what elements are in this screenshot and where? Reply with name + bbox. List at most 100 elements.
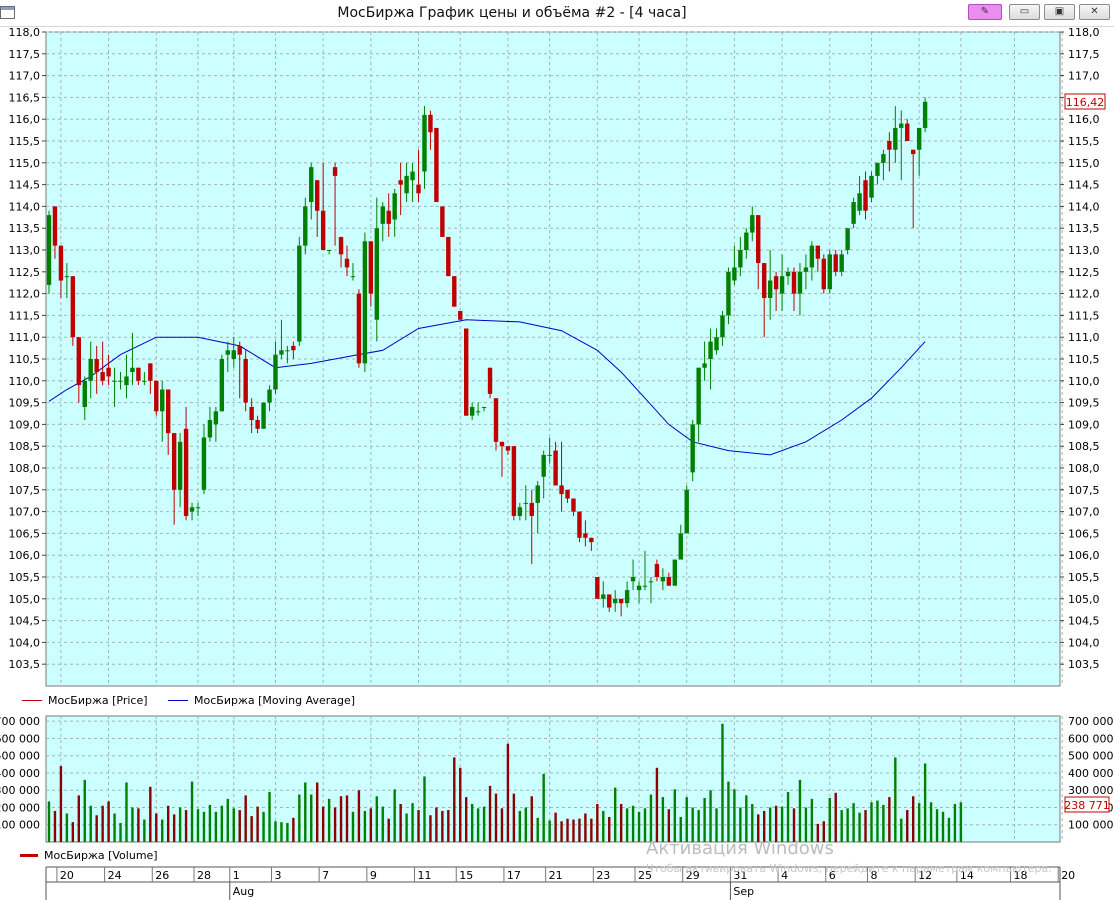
- price-legend-swatch: [22, 700, 42, 701]
- candle-body: [821, 258, 826, 290]
- legend-moving-average[interactable]: МосБиржа [Moving Average]: [168, 694, 355, 707]
- candle-body: [672, 559, 677, 586]
- candle-body: [517, 507, 523, 516]
- pin-button[interactable]: ✎: [968, 4, 1002, 20]
- candle-body: [845, 228, 850, 250]
- candle-body: [112, 380, 117, 382]
- volume-bar: [822, 821, 825, 842]
- volume-y-axis-left: 100 000 200 000 300 000 400 000 500 000 600 0…: [0, 715, 40, 832]
- candle-body: [261, 402, 266, 429]
- price-tick-label-left: 115,0: [9, 157, 41, 170]
- candle-body: [231, 350, 236, 359]
- candle-body: [779, 276, 785, 294]
- candle-body: [446, 236, 451, 277]
- price-tick-label-left: 110,5: [9, 353, 41, 366]
- volume-tick-label-left: 700 000: [0, 715, 40, 728]
- volume-bar: [321, 806, 325, 842]
- candle-body: [213, 411, 219, 425]
- volume-bar: [816, 823, 820, 842]
- volume-bar: [405, 813, 408, 842]
- volume-bar: [935, 809, 939, 842]
- volume-tick-label-right: 400 000: [1068, 767, 1114, 780]
- price-tick-label-left: 115,5: [9, 135, 41, 148]
- price-tick-label-right: 109,5: [1068, 397, 1100, 410]
- volume-bar: [256, 806, 259, 842]
- volume-bar: [643, 808, 647, 842]
- candle-body: [559, 485, 564, 495]
- close-button[interactable]: ✕: [1079, 4, 1110, 20]
- volume-bar: [715, 808, 718, 842]
- title-bar: МосБиржа График цены и объёма #2 - [4 ча…: [0, 0, 1114, 27]
- volume-bar: [345, 795, 349, 842]
- volume-bar: [733, 789, 736, 842]
- candle-body: [458, 311, 463, 320]
- candle-body: [916, 127, 922, 150]
- volume-bar: [441, 810, 444, 842]
- price-tick-label-right: 103,5: [1068, 658, 1100, 671]
- volume-bar: [280, 822, 283, 842]
- price-tick-label-right: 105,5: [1068, 571, 1100, 584]
- candle-body: [809, 245, 815, 268]
- price-tick-label-left: 116,5: [9, 91, 41, 104]
- time-tick-label: 12: [918, 869, 932, 882]
- volume-bar: [351, 811, 355, 842]
- time-tick-label: 24: [108, 869, 122, 882]
- volume-bar: [89, 805, 92, 842]
- volume-bar: [119, 823, 122, 842]
- volume-bar: [673, 789, 676, 842]
- volume-bar: [697, 810, 700, 842]
- volume-bar: [274, 821, 277, 842]
- volume-bar: [47, 801, 51, 842]
- candle-body: [815, 245, 821, 259]
- volume-tick-label-right: 500 000: [1068, 750, 1114, 763]
- candle-body: [583, 533, 588, 538]
- volume-bar: [655, 767, 659, 842]
- candle-body: [601, 594, 606, 599]
- volume-bar: [858, 812, 861, 842]
- time-tick-label: 25: [638, 869, 652, 882]
- volume-bar: [435, 807, 438, 842]
- candle-body: [279, 350, 284, 355]
- volume-bar: [900, 818, 903, 842]
- volume-bar: [906, 810, 909, 842]
- legend-price[interactable]: МосБиржа [Price]: [22, 694, 148, 707]
- price-tick-label-left: 118,0: [9, 26, 41, 39]
- candle-body: [684, 489, 689, 534]
- volume-bar: [560, 821, 563, 842]
- candle-body: [547, 454, 552, 456]
- candle-body: [893, 127, 898, 150]
- candle-body: [124, 376, 129, 386]
- minimize-button[interactable]: ▭: [1009, 4, 1040, 20]
- candle-body: [422, 114, 427, 172]
- legend-volume[interactable]: МосБиржа [Volume]: [20, 849, 158, 862]
- volume-bar: [888, 797, 891, 842]
- candle-body: [130, 367, 135, 373]
- window-icon[interactable]: [0, 6, 15, 19]
- candle-body: [142, 380, 147, 382]
- volume-bar: [828, 797, 831, 842]
- volume-bar: [846, 808, 849, 842]
- volume-bar: [637, 811, 641, 842]
- volume-bar: [65, 813, 69, 842]
- volume-bar: [244, 795, 247, 842]
- candlesticks: [46, 97, 928, 617]
- legend-volume-label: МосБиржа [Volume]: [44, 849, 158, 862]
- candle-body: [195, 507, 201, 509]
- price-tick-label-right: 114,0: [1068, 200, 1100, 213]
- price-tick-label-left: 116,0: [9, 113, 41, 126]
- volume-bar: [757, 814, 760, 842]
- volume-bar: [369, 808, 373, 842]
- volume-bar: [268, 791, 271, 842]
- price-tick-label-right: 106,5: [1068, 527, 1100, 540]
- volume-bar: [941, 811, 945, 842]
- candle-body: [118, 380, 123, 382]
- volume-bar: [804, 807, 808, 842]
- price-tick-label-left: 107,0: [9, 506, 41, 519]
- time-tick-label: 14: [960, 869, 974, 882]
- maximize-button[interactable]: ▣: [1044, 4, 1075, 20]
- candle-body: [106, 367, 111, 377]
- time-tick-label: 26: [155, 869, 169, 882]
- volume-bars: [47, 723, 963, 842]
- volume-bar: [459, 767, 462, 842]
